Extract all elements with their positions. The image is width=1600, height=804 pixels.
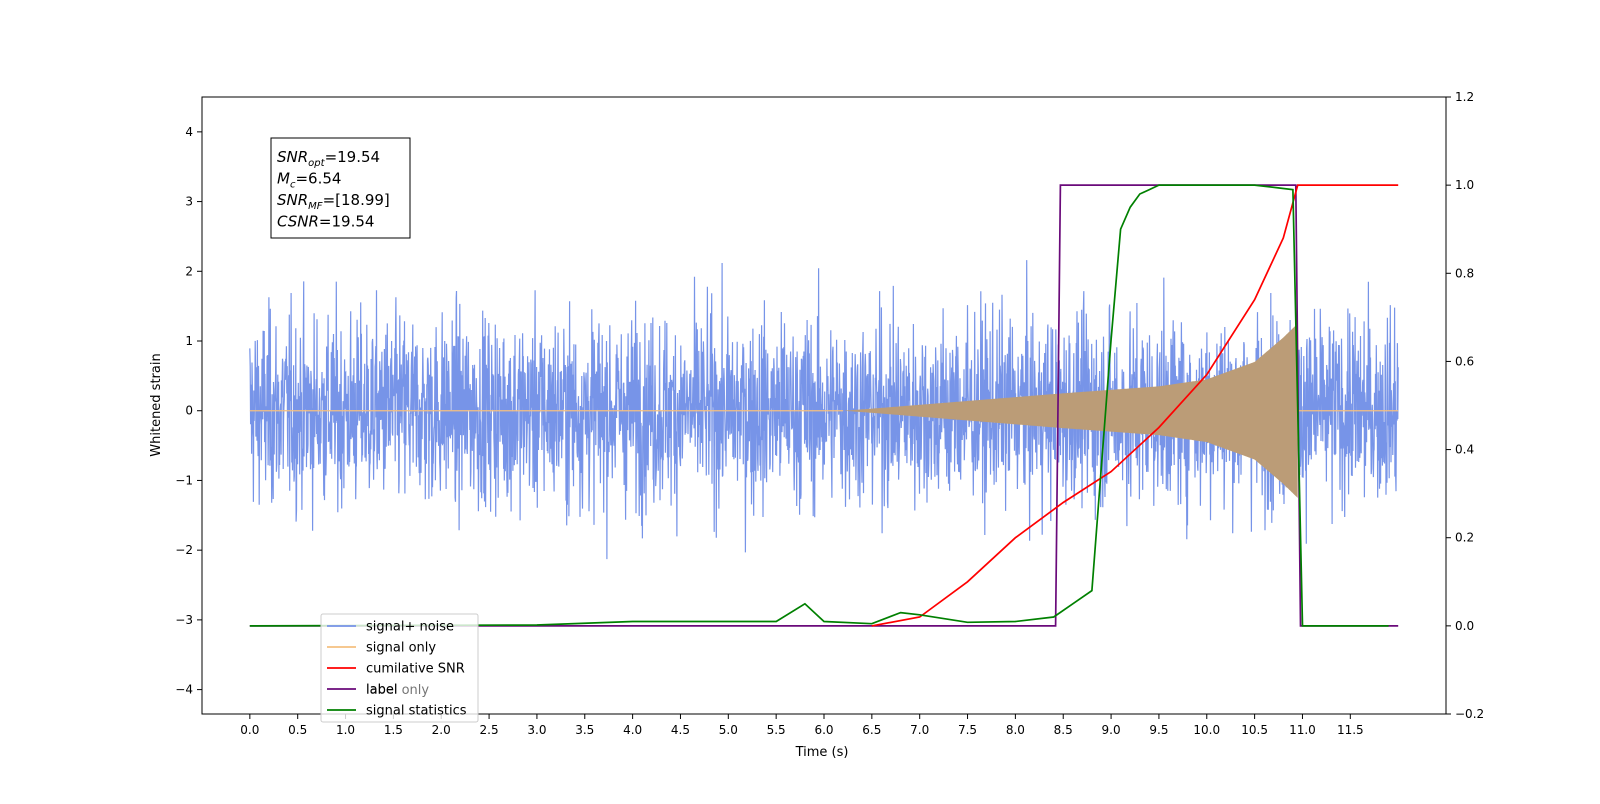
x-tick-label: 10.5 <box>1241 723 1268 737</box>
y2-tick-label: 1.2 <box>1455 90 1474 104</box>
y2-tick-label: 0.4 <box>1455 443 1474 457</box>
snr-annotation-box: SNRopt=19.54Mc=6.54SNRMF=[18.99]CSNR=19.… <box>270 137 411 239</box>
x-tick-label: 4.0 <box>623 723 642 737</box>
legend-label: label <box>366 683 397 698</box>
annotation-frame <box>270 137 411 239</box>
x-tick-label: 1.5 <box>384 723 403 737</box>
annotation-line: Mc=6.54 <box>277 170 341 191</box>
x-tick-label: 1.0 <box>336 723 355 737</box>
legend-label: cumilative SNR <box>366 662 465 677</box>
x-tick-label: 0.5 <box>288 723 307 737</box>
y-tick-label: −4 <box>175 683 193 697</box>
x-tick-label: 9.0 <box>1102 723 1121 737</box>
annotation-line: SNRMF=[18.99] <box>277 191 390 212</box>
signal-only-chirp <box>843 323 1298 498</box>
x-tick-label: 7.0 <box>910 723 929 737</box>
legend-label: signal+ noise <box>366 620 454 635</box>
x-tick-label: 2.5 <box>480 723 499 737</box>
legend: signal+ noise signal only cumilative SNR la… <box>320 613 479 723</box>
series-signal-only <box>249 323 1399 498</box>
series-cumilative-snr <box>871 184 1399 627</box>
x-tick-label: 0.0 <box>240 723 259 737</box>
y2-tick-label: 0.8 <box>1455 266 1474 280</box>
y-tick-label: −3 <box>175 613 193 627</box>
x-tick-label: 6.0 <box>814 723 833 737</box>
series-signal-statistics <box>249 184 1389 627</box>
legend-frame <box>320 613 479 723</box>
y2-axis-ticks: 1.2 1.0 0.8 0.6 0.4 0.2 0.0 −0.2 <box>1446 90 1484 721</box>
y-tick-label: 1 <box>185 334 193 348</box>
legend-label: signal only <box>366 641 436 656</box>
x-tick-label: 11.0 <box>1289 723 1316 737</box>
x-tick-label: 9.5 <box>1149 723 1168 737</box>
x-tick-label: 11.5 <box>1337 723 1364 737</box>
y-axis-label: Whitened strain <box>149 353 164 456</box>
y-axis-ticks: 4 3 2 1 0 −1 −2 −3 −4 <box>175 125 202 697</box>
annotation-line: CSNR=19.54 <box>277 213 374 231</box>
x-tick-label: 5.5 <box>767 723 786 737</box>
y-tick-label: 4 <box>185 125 193 139</box>
y2-tick-label: 0.6 <box>1455 354 1474 368</box>
y2-tick-label: 0.2 <box>1455 531 1474 545</box>
y2-tick-label: 0.0 <box>1455 619 1474 633</box>
x-tick-label: 10.0 <box>1193 723 1220 737</box>
x-tick-label: 3.0 <box>527 723 546 737</box>
right-axis-series <box>249 184 1399 627</box>
x-axis-label: Time (s) <box>795 745 849 760</box>
x-tick-label: 6.5 <box>862 723 881 737</box>
y-tick-label: −2 <box>175 543 193 557</box>
x-tick-label: 3.5 <box>575 723 594 737</box>
legend-label-faint: label only <box>366 683 429 698</box>
y-tick-label: −1 <box>175 473 193 487</box>
y-tick-label: 2 <box>185 264 193 278</box>
x-tick-label: 8.5 <box>1054 723 1073 737</box>
x-tick-label: 4.5 <box>671 723 690 737</box>
y2-tick-label: −0.2 <box>1455 707 1484 721</box>
x-axis-ticks: 0.0 0.5 1.0 1.5 2.0 2.5 3.0 3.5 4.0 4.5 5.0 5.5 6.0 6… <box>240 714 1364 737</box>
annotation-line: SNRopt=19.54 <box>277 148 380 169</box>
x-tick-label: 2.0 <box>432 723 451 737</box>
y2-tick-label: 1.0 <box>1455 178 1474 192</box>
legend-label: signal statistics <box>366 704 467 719</box>
x-tick-label: 7.5 <box>958 723 977 737</box>
y-tick-label: 0 <box>185 404 193 418</box>
y-tick-label: 3 <box>185 195 193 209</box>
x-tick-label: 5.0 <box>719 723 738 737</box>
x-tick-label: 8.0 <box>1006 723 1025 737</box>
